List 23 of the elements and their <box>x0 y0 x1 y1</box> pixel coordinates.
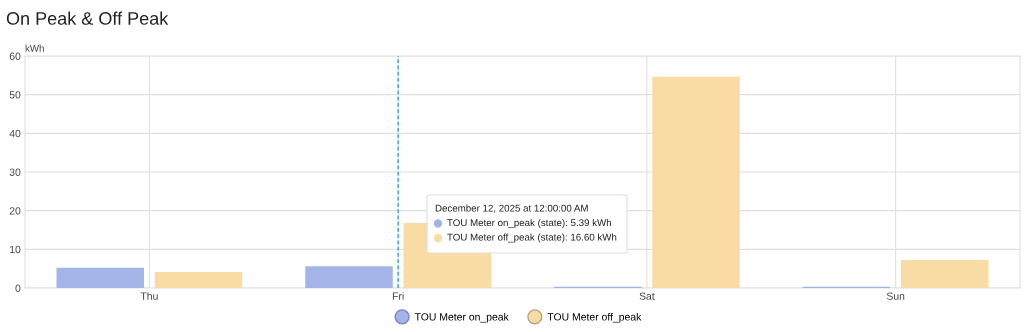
y-tick-label: 30 <box>9 168 21 176</box>
y-tick-label: 40 <box>9 129 21 138</box>
chart-title: On Peak & Off Peak <box>6 11 169 25</box>
x-tick-label: Fri <box>392 292 404 300</box>
bar <box>901 260 989 288</box>
x-tick-label: Sat <box>639 292 655 300</box>
annotation: December 12, 2025 at 12:00:00 AM <box>435 204 588 213</box>
y-tick-label: 20 <box>9 207 21 215</box>
bar <box>305 266 393 288</box>
y-axis-title: kWh <box>25 44 44 52</box>
bar <box>154 272 243 288</box>
bar <box>652 76 740 288</box>
bar <box>56 267 144 288</box>
y-tick-label: 50 <box>9 91 21 99</box>
annotation: TOU Meter on_peak (state): 5.39 kWh <box>447 218 611 229</box>
x-tick-label: Thu <box>140 292 158 300</box>
legend-label: TOU Meter off_peak <box>547 312 642 323</box>
y-tick-label: 10 <box>10 245 21 254</box>
annotation: TOU Meter off_peak (state): 16.60 kWh <box>447 233 617 243</box>
x-tick-label: Sun <box>886 292 905 300</box>
y-tick-label: 0 <box>15 284 21 292</box>
y-tick-label: 60 <box>9 52 21 60</box>
legend-label: TOU Meter on_peak <box>414 312 509 323</box>
